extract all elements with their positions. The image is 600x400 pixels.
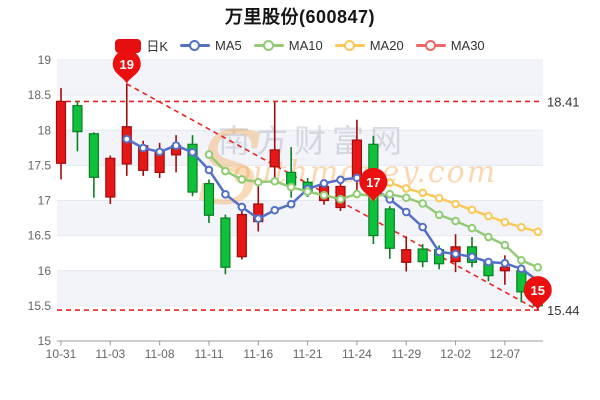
legend-label: MA10 bbox=[288, 38, 323, 53]
ma20-line bbox=[369, 171, 543, 236]
candle-body bbox=[105, 157, 116, 198]
y-axis-tick-label: 19 bbox=[38, 53, 52, 67]
x-axis-tick-label: 11-24 bbox=[342, 347, 372, 361]
legend-label: 日K bbox=[146, 39, 169, 54]
y-axis-tick-label: 17 bbox=[38, 194, 52, 208]
legend-item-ma10[interactable]: MA10 bbox=[253, 38, 323, 53]
x-axis-tick-label: 11-03 bbox=[95, 347, 125, 361]
x-axis-tick-label: 11-29 bbox=[391, 347, 421, 361]
legend-item-ma20[interactable]: MA20 bbox=[334, 38, 404, 53]
x-axis-tick-label: 11-21 bbox=[293, 347, 323, 361]
candle-body bbox=[187, 143, 198, 193]
y-axis-tick-label: 15 bbox=[38, 334, 52, 348]
y-axis-tick-label: 18 bbox=[38, 123, 52, 137]
candle-body bbox=[203, 183, 215, 216]
candle-body bbox=[351, 139, 363, 179]
y-axis-labels: 19 18.5 18 17.5 17 16.5 16 15.5 15 bbox=[28, 53, 52, 348]
chart-legend: 日K MA5 MA10 MA20 MA30 bbox=[0, 36, 600, 55]
x-axis-labels: 10-31 11-03 11-08 11-11 11-16 11-21 11-24 11-29… bbox=[46, 347, 521, 361]
x-axis-tick-label: 11-11 bbox=[194, 347, 223, 361]
chart-title: 万里股份(600847) bbox=[224, 7, 376, 27]
pin-17: 17 bbox=[359, 167, 388, 202]
candle-body bbox=[269, 149, 280, 168]
pin-label: 17 bbox=[366, 175, 380, 190]
pin-19: 19 bbox=[112, 49, 141, 84]
x-axis-tick-label: 11-16 bbox=[243, 347, 273, 361]
candle-body bbox=[236, 213, 247, 258]
y-axis-tick-label: 17.5 bbox=[28, 158, 52, 172]
y-axis-tick-label: 16.5 bbox=[28, 229, 52, 243]
y-axis-tick-label: 18.5 bbox=[28, 88, 52, 102]
pin-label: 15 bbox=[531, 283, 545, 298]
legend-label: MA30 bbox=[450, 38, 485, 53]
legend-label: MA5 bbox=[215, 38, 242, 53]
y-axis-tick-label: 15.5 bbox=[28, 299, 52, 313]
candle-body bbox=[384, 208, 395, 249]
legend-label: MA20 bbox=[369, 38, 404, 53]
ma20-legend-icon bbox=[334, 39, 365, 53]
pin-label: 19 bbox=[120, 57, 134, 72]
y-axis-tick-label: 16 bbox=[38, 264, 52, 278]
candle-body bbox=[401, 249, 412, 263]
legend-item-ma5[interactable]: MA5 bbox=[180, 38, 242, 53]
x-axis-tick-label: 11-08 bbox=[145, 347, 175, 361]
legend-item-daily-k[interactable]: 日K bbox=[115, 36, 168, 55]
max-close-line-label: 18.41 bbox=[547, 94, 580, 109]
x-axis-tick-label: 10-31 bbox=[46, 347, 77, 361]
ma10-legend-icon bbox=[253, 39, 284, 53]
candle-body bbox=[499, 266, 510, 272]
legend-item-ma30[interactable]: MA30 bbox=[415, 38, 485, 53]
candle-body bbox=[417, 248, 428, 263]
ma10-line bbox=[204, 150, 543, 272]
min-low-line-label: 15.44 bbox=[547, 303, 580, 318]
ma30-legend-icon bbox=[415, 39, 446, 53]
ma5-legend-icon bbox=[180, 39, 211, 53]
daily-k-legend-icon bbox=[115, 38, 142, 53]
pin-15: 15 bbox=[523, 276, 552, 311]
ma5-line bbox=[122, 134, 543, 285]
x-axis-tick-label: 12-02 bbox=[440, 347, 471, 361]
x-axis-tick-label: 12-07 bbox=[490, 347, 521, 361]
candle-body bbox=[121, 126, 132, 165]
x-axis bbox=[57, 340, 543, 346]
candle-body bbox=[220, 217, 231, 268]
candle-body bbox=[72, 105, 83, 133]
candle-body bbox=[55, 100, 67, 164]
candle-body bbox=[88, 133, 99, 178]
